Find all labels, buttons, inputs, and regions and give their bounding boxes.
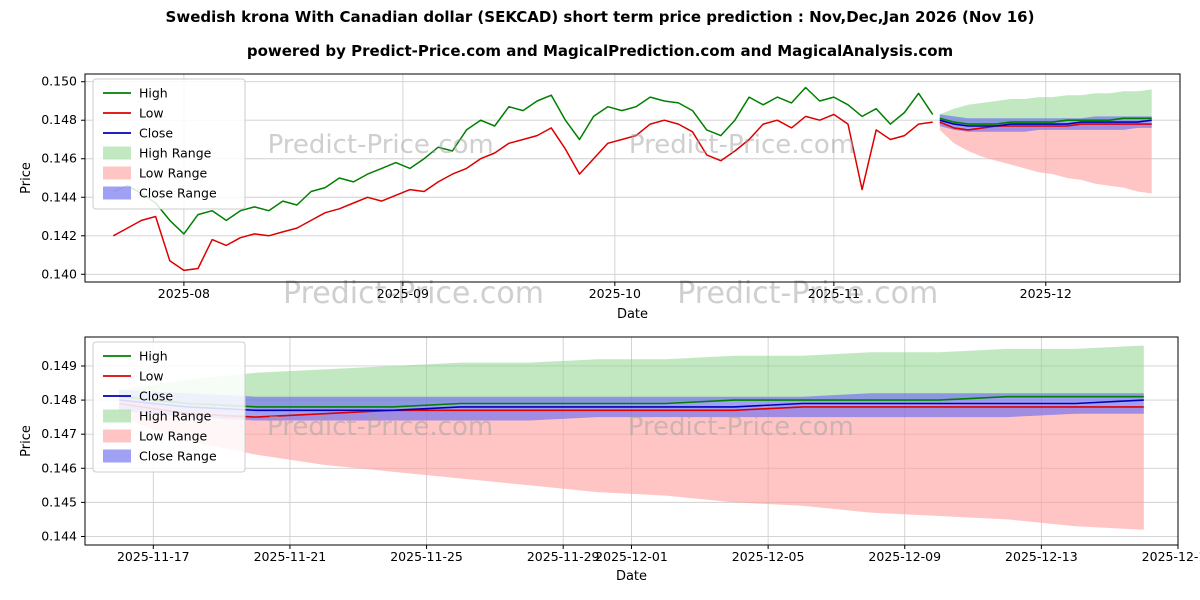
- legend-sample: [103, 449, 131, 463]
- svg-text:2025-12-09: 2025-12-09: [868, 549, 941, 564]
- chart-subtitle: powered by Predict-Price.com and Magical…: [246, 42, 954, 60]
- legend-sample: [103, 186, 131, 200]
- legend-label: High: [139, 86, 168, 101]
- watermark: Predict-Price.com: [267, 412, 493, 442]
- high-line-forecast: [939, 117, 1152, 125]
- high-line-history: [113, 86, 934, 235]
- low-range-band: [119, 403, 1144, 530]
- legend-label: Close Range: [139, 449, 217, 464]
- legend-label: Close: [139, 126, 173, 141]
- legend-label: Close: [139, 389, 173, 404]
- svg-text:0.148: 0.148: [41, 112, 77, 127]
- svg-text:0.145: 0.145: [41, 494, 77, 509]
- legend-label: High Range: [139, 409, 212, 424]
- svg-text:0.146: 0.146: [41, 460, 77, 475]
- legend-label: High: [139, 349, 168, 364]
- y-axis-label: Price: [19, 162, 34, 194]
- watermark: Predict-Price.com: [268, 130, 494, 160]
- legend-sample: [103, 166, 131, 180]
- svg-text:2025-12-13: 2025-12-13: [1005, 549, 1078, 564]
- prediction-zoom-chart: Predict-Price.com Predict-Price.com0.1440…: [19, 336, 1200, 584]
- y-axis: 0.144 0.145 0.146 0.147 0.148 0.149: [41, 358, 85, 543]
- svg-text:0.144: 0.144: [41, 189, 77, 204]
- svg-text:0.149: 0.149: [41, 358, 77, 373]
- legend-label: High Range: [139, 146, 212, 161]
- x-axis-label: Date: [616, 569, 647, 584]
- chart-title: Swedish krona With Canadian dollar (SEKC…: [165, 8, 1035, 26]
- svg-text:0.144: 0.144: [41, 528, 77, 543]
- watermark: Predict-Price.com: [628, 412, 854, 442]
- svg-text:2025-12-17: 2025-12-17: [1142, 549, 1200, 564]
- legend-label: Low: [139, 106, 164, 121]
- close-range-band: [119, 389, 1144, 421]
- legend-label: Low: [139, 369, 164, 384]
- legend-label: Low Range: [139, 166, 208, 181]
- close-line-forecast: [119, 399, 1144, 412]
- svg-text:2025-11-25: 2025-11-25: [390, 549, 463, 564]
- legend-label: Close Range: [139, 186, 217, 201]
- svg-text:2025-12: 2025-12: [1020, 286, 1072, 301]
- svg-text:0.147: 0.147: [41, 426, 77, 441]
- low-line-forecast: [939, 121, 1152, 131]
- y-axis: 0.140 0.142 0.144 0.146 0.148 0.150: [41, 74, 85, 281]
- close-line-forecast: [939, 119, 1152, 127]
- legend-sample: [103, 409, 131, 423]
- svg-text:0.142: 0.142: [41, 228, 77, 243]
- svg-text:0.150: 0.150: [41, 74, 77, 89]
- plot-border: [84, 73, 1181, 283]
- x-axis: 2025-08 2025-09 2025-10 2025-11 2025-12: [158, 282, 1072, 301]
- svg-text:2025-10: 2025-10: [589, 286, 641, 301]
- svg-text:2025-12-05: 2025-12-05: [732, 549, 805, 564]
- svg-text:2025-11-29: 2025-11-29: [527, 549, 600, 564]
- svg-text:0.146: 0.146: [41, 151, 77, 166]
- svg-text:2025-11-17: 2025-11-17: [117, 549, 190, 564]
- legend-label: Low Range: [139, 429, 208, 444]
- svg-text:0.148: 0.148: [41, 392, 77, 407]
- svg-text:0.140: 0.140: [41, 266, 77, 281]
- low-line-forecast: [119, 402, 1144, 418]
- x-axis: 2025-11-17 2025-11-21 2025-11-25 2025-11-29…: [117, 545, 1200, 564]
- legend-sample: [103, 429, 131, 443]
- x-axis-label: Date: [617, 307, 648, 322]
- svg-text:2025-08: 2025-08: [158, 286, 210, 301]
- watermark: Predict-Price.com: [629, 130, 855, 160]
- high-range-band: [119, 345, 1144, 407]
- svg-text:2025-11-21: 2025-11-21: [254, 549, 327, 564]
- svg-text:2025-09: 2025-09: [377, 286, 429, 301]
- legend-sample: [103, 146, 131, 160]
- price-history-chart: Predict-Price.com Predict-Price.comPredic…: [19, 73, 1181, 322]
- high-line-forecast: [119, 395, 1144, 408]
- y-axis-label: Price: [19, 425, 34, 457]
- legend: High Low Close High Range Low Range Close Ran…: [92, 341, 246, 473]
- legend: High Low Close High Range Low Range Close Ran…: [92, 78, 246, 210]
- low-range-band: [939, 122, 1152, 194]
- low-line-history: [112, 113, 933, 272]
- close-range-band: [939, 114, 1152, 132]
- high-range-band: [939, 89, 1152, 125]
- svg-text:2025-12-01: 2025-12-01: [595, 549, 668, 564]
- svg-text:2025-11: 2025-11: [808, 286, 860, 301]
